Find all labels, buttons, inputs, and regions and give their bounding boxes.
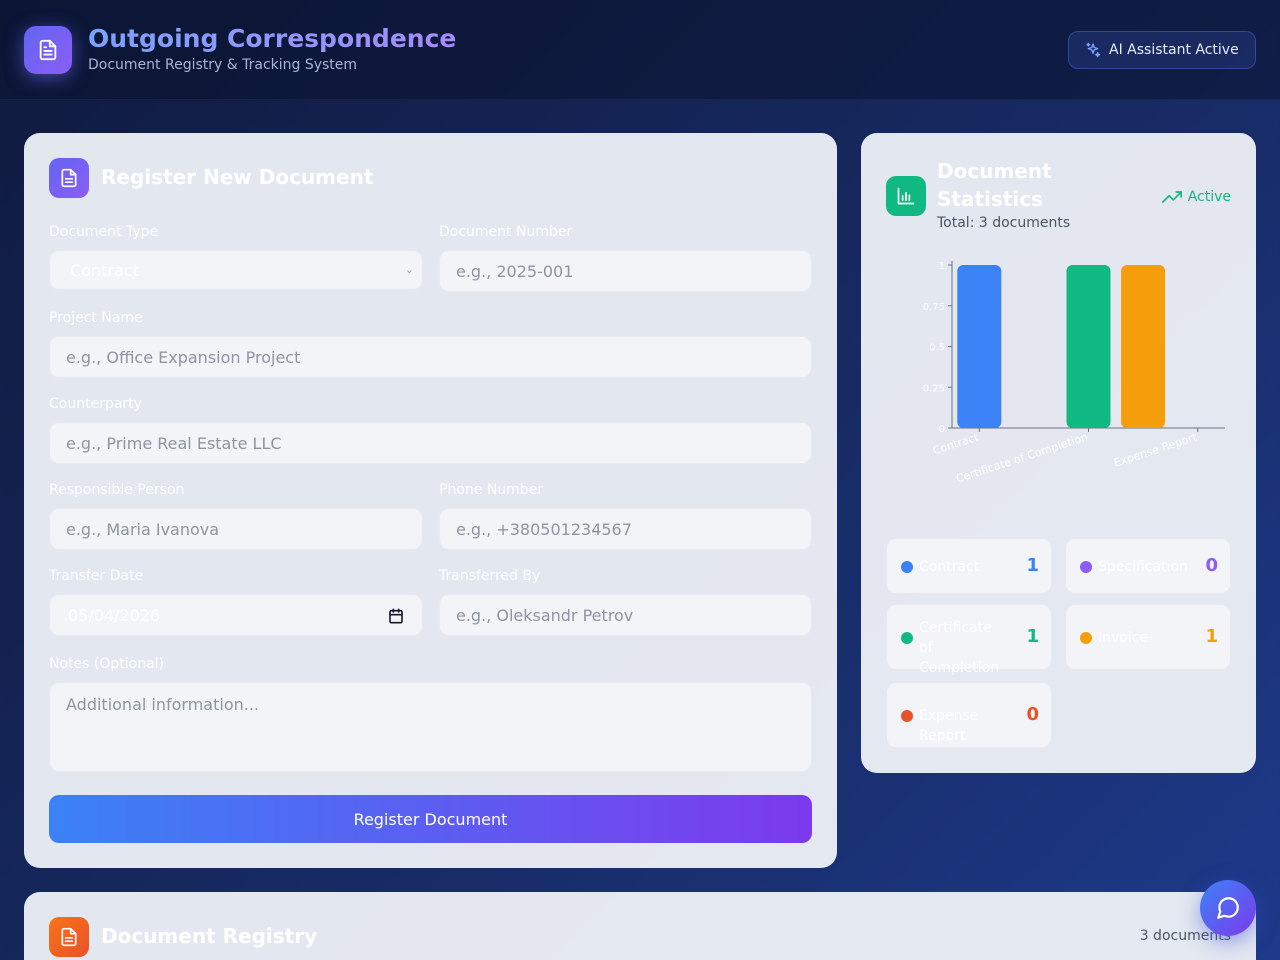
register-card-icon	[49, 158, 89, 198]
status-label: Active	[1187, 189, 1231, 205]
counterparty-input[interactable]	[49, 422, 812, 464]
notes-label: Notes (Optional)	[49, 656, 165, 672]
calendar-icon[interactable]	[388, 608, 404, 624]
y-tick-label: 0.75	[923, 302, 945, 313]
y-tick-label: 0.25	[923, 383, 945, 394]
x-tick-label: Expense Report	[1112, 430, 1199, 469]
stat-tile: Specification 0	[1065, 538, 1231, 594]
phone-number-input[interactable]	[439, 508, 812, 550]
app-logo	[24, 26, 72, 74]
y-tick-label: 0.5	[929, 343, 945, 354]
register-document-button[interactable]: Register Document	[49, 795, 812, 843]
document-type-select[interactable]: Contract ⌄	[49, 250, 423, 290]
stat-count: 0	[1026, 704, 1039, 725]
bar-chart-icon	[897, 187, 915, 205]
y-tick-label: 0	[939, 424, 945, 435]
responsible-person-input[interactable]	[49, 508, 423, 550]
stat-count: 1	[1026, 555, 1039, 576]
transferred-by-input[interactable]	[439, 594, 812, 636]
status-badge: Active	[1161, 187, 1231, 207]
status-dot	[901, 632, 913, 644]
transfer-date-value: 05/04/2026	[68, 605, 161, 625]
chart-bar	[1121, 265, 1166, 428]
stats-title: Document Statistics	[937, 159, 1052, 211]
stat-tile: Expense Report 0	[886, 682, 1052, 748]
stat-label: Invoice	[1098, 630, 1149, 646]
document-icon	[61, 927, 77, 947]
status-dot	[901, 561, 913, 573]
responsible-person-label: Responsible Person	[49, 482, 185, 498]
document-statistics-card: Document Statistics Total: 3 documents A…	[861, 133, 1256, 773]
stat-tile: Certificate of Completion 1	[886, 604, 1052, 676]
chart-bar	[1066, 265, 1111, 428]
registry-card-title: Document Registry	[101, 924, 318, 948]
y-tick-label: 1	[939, 261, 945, 272]
stat-label: Contract	[919, 559, 980, 575]
transferred-by-label: Transferred By	[439, 568, 541, 584]
stat-label: Expense Report	[919, 708, 979, 744]
document-icon	[61, 168, 77, 188]
counterparty-label: Counterparty	[49, 396, 142, 412]
status-dot	[1080, 632, 1092, 644]
stat-label: Certificate of Completion	[919, 620, 1000, 676]
notes-textarea[interactable]	[49, 682, 812, 772]
trending-up-icon	[1161, 191, 1182, 203]
phone-number-label: Phone Number	[439, 482, 544, 498]
app-header: Outgoing Correspondence Document Registr…	[0, 0, 1280, 100]
transfer-date-input[interactable]: 05/04/2026	[49, 594, 423, 636]
register-card-title: Register New Document	[101, 165, 374, 189]
project-name-input[interactable]	[49, 336, 812, 378]
chart-bar	[957, 265, 1002, 428]
chat-button[interactable]	[1200, 880, 1256, 936]
stat-count: 1	[1026, 626, 1039, 647]
app-title: Outgoing Correspondence	[88, 24, 457, 53]
transfer-date-label: Transfer Date	[49, 568, 144, 584]
stat-label: Specification	[1098, 559, 1188, 575]
ai-badge-label: AI Assistant Active	[1109, 42, 1239, 58]
stat-count: 0	[1205, 555, 1218, 576]
app-subtitle: Document Registry & Tracking System	[88, 57, 358, 73]
document-type-value: Contract	[70, 260, 139, 280]
project-name-label: Project Name	[49, 310, 143, 326]
document-number-label: Document Number	[439, 224, 573, 240]
document-registry-card: Document Registry 3 documents	[24, 892, 1256, 960]
registry-card-icon	[49, 917, 89, 957]
document-type-label: Document Type	[49, 224, 159, 240]
register-document-card: Register New Document Document Type Cont…	[24, 133, 837, 868]
chevron-down-icon: ⌄	[404, 263, 414, 276]
document-icon	[39, 39, 57, 61]
stat-tile: Invoice 1	[1065, 604, 1231, 670]
stats-total: Total: 3 documents	[937, 215, 1071, 231]
document-number-input[interactable]	[439, 250, 812, 292]
document-type-chart: 0 0.25 0.5 0.75 1 Contract Certificate of Comp…	[909, 253, 1239, 503]
status-dot	[901, 710, 913, 722]
sparkles-icon	[1086, 42, 1101, 58]
chat-icon	[1217, 897, 1239, 919]
stats-card-icon	[886, 176, 926, 216]
stat-count: 1	[1205, 626, 1218, 647]
ai-assistant-badge[interactable]: AI Assistant Active	[1068, 31, 1256, 69]
status-dot	[1080, 561, 1092, 573]
stat-tile: Contract 1	[886, 538, 1052, 594]
registry-count: 3 documents	[1139, 928, 1231, 944]
